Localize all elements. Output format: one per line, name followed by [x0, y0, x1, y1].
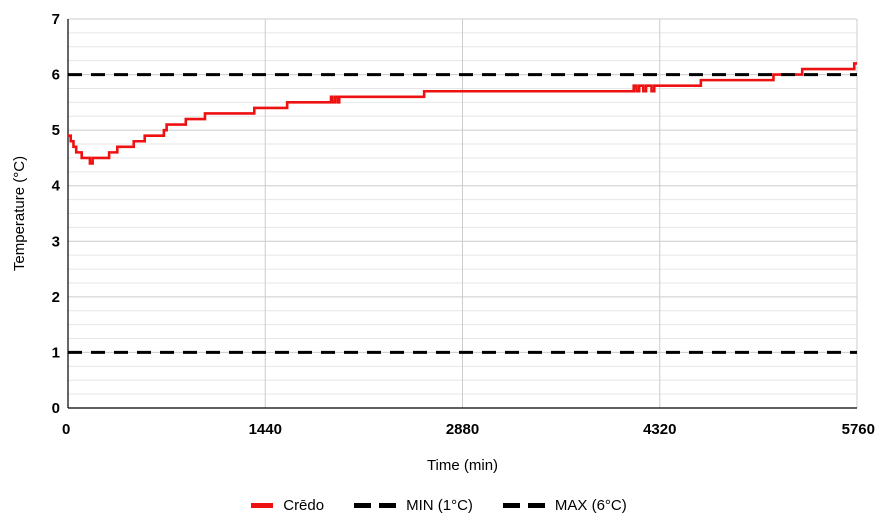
legend-item-credo: Crēdo: [251, 497, 324, 514]
x-ticks: 0 1440 2880 4320 5760: [62, 421, 875, 438]
legend: Crēdo MIN (1°C) MAX (6°C): [0, 494, 878, 516]
x-tick-label: 2880: [446, 421, 479, 438]
legend-swatch-credo: [251, 502, 274, 508]
plot-area: [68, 62, 857, 354]
y-tick-label: 1: [52, 344, 60, 361]
y-tick-label: 0: [52, 400, 60, 417]
legend-label-min: MIN (1°C): [406, 496, 473, 514]
y-axis-label: Temperature (°C): [11, 156, 28, 271]
y-tick-label: 4: [52, 178, 61, 195]
x-tick-label: 5760: [842, 421, 875, 438]
legend-item-min: MIN (1°C): [354, 497, 473, 514]
series-line-credo: [68, 62, 857, 165]
legend-swatch-max: [502, 502, 545, 508]
x-tick-label: 1440: [249, 421, 282, 438]
y-tick-label: 5: [52, 122, 60, 139]
legend-swatch-min: [354, 502, 397, 508]
temperature-chart: 0 1440 2880 4320 5760 0 1 2 3 4 5 6 7 Time (min) Te…: [11, 11, 875, 474]
x-tick-label: 0: [62, 421, 70, 438]
legend-item-max: MAX (6°C): [502, 496, 627, 514]
y-ticks: 0 1 2 3 4 5 6 7: [52, 11, 61, 417]
legend-label-credo: Crēdo: [283, 496, 325, 514]
grid: [67, 18, 858, 409]
x-tick-label: 4320: [643, 421, 676, 438]
y-tick-label: 2: [52, 289, 60, 306]
x-axis-label: Time (min): [427, 457, 498, 474]
y-tick-label: 6: [52, 67, 60, 84]
y-tick-label: 7: [52, 11, 60, 28]
y-tick-label: 3: [52, 233, 60, 250]
axes: [67, 19, 857, 409]
legend-label-max: MAX (6°C): [554, 496, 627, 514]
